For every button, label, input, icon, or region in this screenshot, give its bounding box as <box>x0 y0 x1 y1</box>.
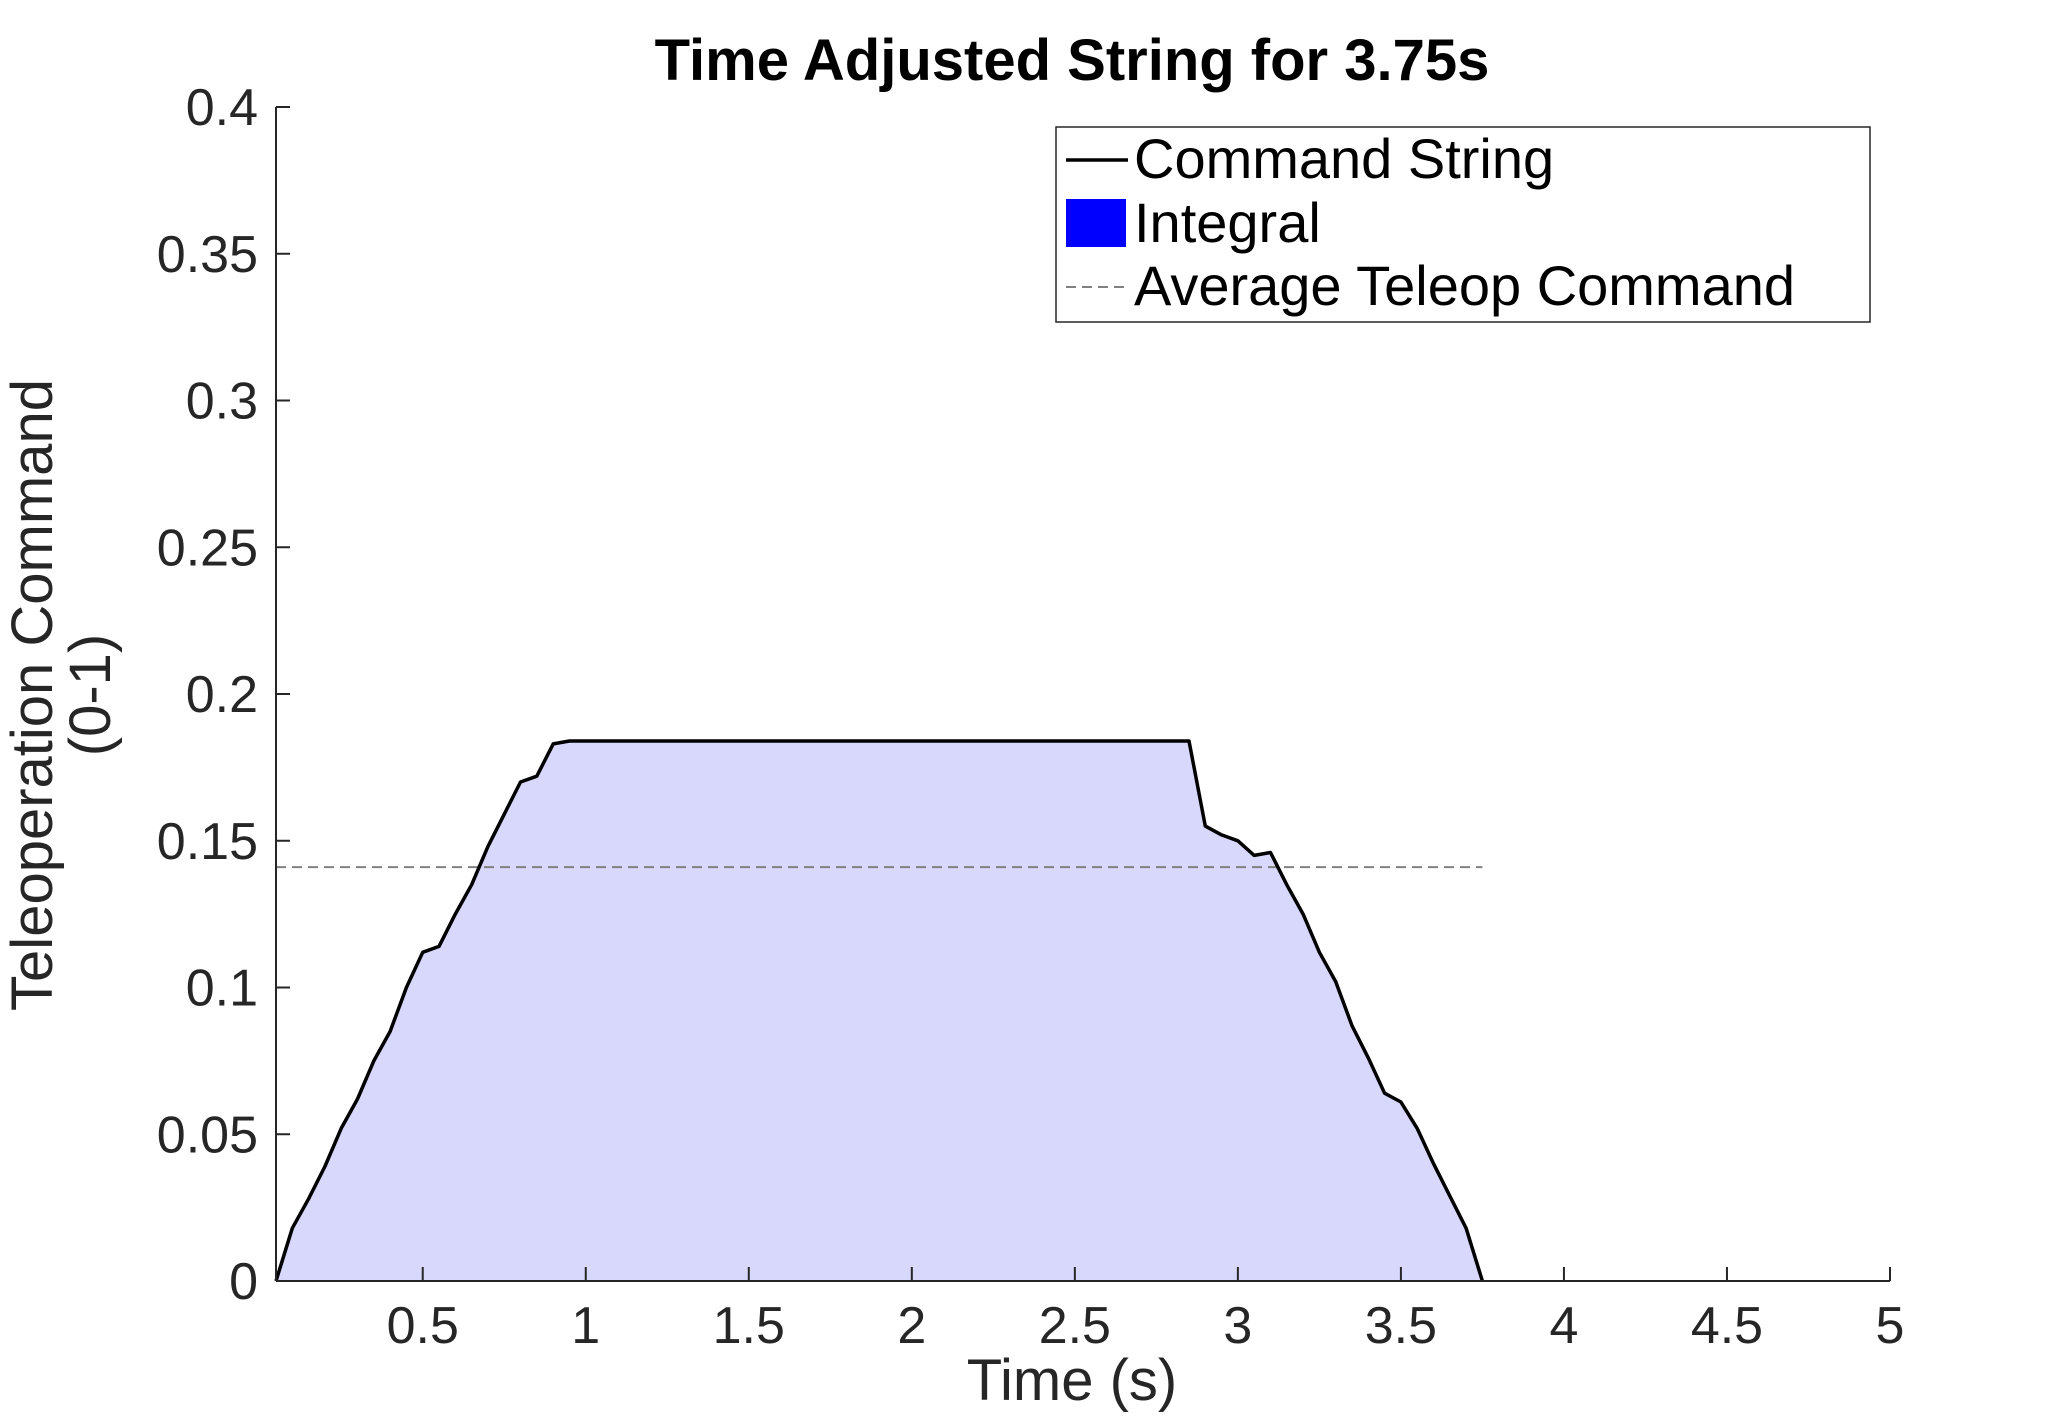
axes: 0.5 1 1.5 2 2.5 3 3.5 4 4.5 5 0 0.05 0.1 0.15 0.2 0.25… <box>157 79 1905 1355</box>
x-tick-label: 2 <box>897 1297 926 1355</box>
y-axis-label: Teleoperation Command (0-1) <box>0 379 123 1011</box>
x-tick-label: 4 <box>1549 1297 1578 1355</box>
x-tick-label: 3.5 <box>1365 1297 1437 1355</box>
x-tick-label: 5 <box>1876 1297 1905 1355</box>
x-tick-label: 3 <box>1223 1297 1252 1355</box>
x-tick-label: 1 <box>571 1297 600 1355</box>
y-axis-label-line-2: (0-1) <box>58 634 123 756</box>
integral-area <box>276 741 1483 1281</box>
chart-title: Time Adjusted String for 3.75s <box>655 28 1490 93</box>
y-tick-label: 0.35 <box>157 226 258 284</box>
y-tick-label: 0.4 <box>186 79 258 137</box>
legend-integral-swatch <box>1066 199 1126 247</box>
legend-average-label: Average Teleop Command <box>1134 254 1795 317</box>
y-tick-label: 0.25 <box>157 519 258 577</box>
y-tick-label: 0.05 <box>157 1106 258 1164</box>
plot-area <box>274 739 1485 1282</box>
y-tick-label: 0.2 <box>186 666 258 724</box>
y-axis-label-line-1: Teleoperation Command <box>0 379 65 1011</box>
x-tick-label: 4.5 <box>1691 1297 1763 1355</box>
x-ticks: 0.5 1 1.5 2 2.5 3 3.5 4 4.5 5 <box>387 1267 1905 1355</box>
command-string-line <box>274 739 1485 1282</box>
y-tick-label: 0.15 <box>157 813 258 871</box>
x-axis-label: Time (s) <box>967 1348 1177 1413</box>
legend-command-string-label: Command String <box>1134 127 1554 190</box>
legend: Command String Integral Average Teleop C… <box>1055 126 1871 323</box>
legend-box <box>1055 126 1871 323</box>
y-tick-label: 0.1 <box>186 960 258 1018</box>
y-ticks: 0 0.05 0.1 0.15 0.2 0.25 0.3 0.35 0.4 <box>157 79 290 1311</box>
legend-integral-label: Integral <box>1134 191 1321 254</box>
x-tick-label: 0.5 <box>387 1297 459 1355</box>
y-tick-label: 0.3 <box>186 373 258 431</box>
x-tick-label: 2.5 <box>1039 1297 1111 1355</box>
y-tick-label: 0 <box>229 1253 258 1311</box>
x-tick-label: 1.5 <box>713 1297 785 1355</box>
